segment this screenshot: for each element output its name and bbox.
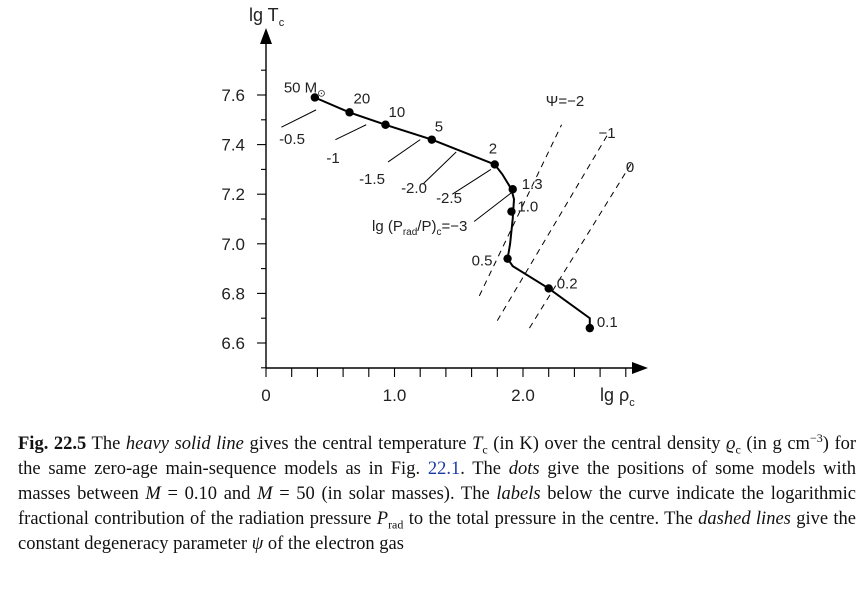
y-tick-label: 7.6 bbox=[221, 86, 245, 105]
mass-point-dot bbox=[585, 323, 595, 333]
radiation-pressure-tick-line bbox=[452, 168, 492, 195]
caption-symbol: ϱ bbox=[726, 434, 736, 454]
caption-emph: dots bbox=[508, 459, 540, 479]
caption-text: = 0.10 and bbox=[160, 484, 258, 504]
x-tick-label: 1.0 bbox=[383, 386, 407, 405]
mass-point-dot bbox=[345, 108, 354, 117]
caption-text: to the total pressure in the centre. The bbox=[403, 509, 699, 529]
ticks: 6.6 6.8 7.0 7.2 7.4 7.6 0 1.0 2.0 bbox=[221, 69, 627, 405]
figure-caption: Fig. 22.5 The heavy solid line gives the… bbox=[18, 432, 856, 557]
mass-point-dot bbox=[508, 185, 517, 194]
caption-emph: heavy solid line bbox=[125, 434, 244, 454]
x-axis-label: lg ρc bbox=[600, 385, 635, 409]
mass-point-dot bbox=[427, 135, 436, 144]
caption-sub: rad bbox=[388, 517, 404, 532]
mass-point-label: 20 bbox=[354, 90, 371, 107]
mass-point-dot bbox=[490, 160, 499, 169]
caption-text: give the positions of some models with m… bbox=[18, 459, 856, 504]
caption-symbol: T bbox=[472, 434, 483, 454]
mass-point-dot bbox=[310, 93, 320, 102]
degeneracy-label: Ψ=−2 bbox=[546, 93, 584, 110]
mass-point-label: 1.3 bbox=[522, 176, 543, 193]
caption-text: gives the central temperature bbox=[243, 434, 473, 454]
caption-symbol: M bbox=[145, 484, 161, 504]
caption-text: of the electron gas bbox=[263, 534, 404, 554]
caption-emph: dashed lines bbox=[698, 509, 791, 529]
caption-text: The bbox=[91, 434, 126, 454]
caption-sub: c bbox=[482, 442, 488, 457]
radiation-pressure-key-label: lg (Prad/P)c=−3 bbox=[372, 218, 467, 238]
mass-point-label: 5 bbox=[435, 119, 443, 136]
y-tick-label: 7.4 bbox=[221, 136, 245, 155]
y-tick-label: 6.8 bbox=[221, 284, 245, 303]
radiation-pressure-tick-line bbox=[422, 151, 457, 185]
mass-point-label: 2 bbox=[489, 140, 497, 157]
caption-symbol: M bbox=[257, 484, 273, 504]
mass-points: 50 M⊙ 20 10 5 2 1.3 1.0 0.5 0.2 0.1 bbox=[284, 79, 618, 333]
radiation-pressure-tick-line bbox=[473, 191, 514, 222]
mass-point-label: 1.0 bbox=[517, 199, 538, 216]
caption-text: (in g cm bbox=[740, 434, 810, 454]
caption-fig-label: Fig. 22.5 bbox=[18, 434, 87, 454]
axes: lg Tc lg ρc bbox=[249, 5, 648, 409]
caption-emph: labels bbox=[496, 484, 541, 504]
y-axis-label: lg Tc bbox=[249, 5, 285, 29]
main-curve-group bbox=[314, 96, 591, 329]
mass-point-label: 0.5 bbox=[472, 253, 493, 270]
caption-symbol: P bbox=[376, 509, 389, 529]
caption-text: below the curve indicate the logarithmic… bbox=[18, 484, 856, 529]
y-tick-label: 7.0 bbox=[221, 235, 245, 254]
mass-point-dot bbox=[381, 120, 390, 129]
degeneracy-line bbox=[528, 161, 633, 329]
mass-point-dot bbox=[544, 284, 553, 293]
chart: lg Tc lg ρc 6.6 6.8 7.0 7.2 7.4 7.6 0 1.0 2.0 Ψ=−… bbox=[221, 5, 648, 409]
y-tick-label: 7.2 bbox=[221, 185, 245, 204]
caption-text: give the constant degeneracy parameter bbox=[18, 509, 857, 554]
caption-text: . The bbox=[460, 459, 509, 479]
degeneracy-label: −1 bbox=[598, 125, 615, 142]
mass-point-label: 0.2 bbox=[557, 275, 578, 292]
radiation-pressure-label: -2.5 bbox=[436, 190, 462, 207]
y-axis-arrow bbox=[260, 28, 272, 44]
caption-text: (in K) over the central density bbox=[487, 434, 727, 454]
caption-sub: c bbox=[735, 442, 741, 457]
radiation-pressure-label: -0.5 bbox=[279, 131, 305, 148]
central-temperature-curve bbox=[314, 96, 591, 329]
figure-reference-link[interactable]: 22.1 bbox=[427, 459, 461, 479]
radiation-pressure-label: -1.5 bbox=[359, 171, 385, 188]
degeneracy-line bbox=[496, 131, 610, 321]
x-tick-label: 2.0 bbox=[511, 386, 535, 405]
degeneracy-lines: Ψ=−2 −1 0 bbox=[478, 93, 634, 329]
x-tick-label: 0 bbox=[261, 386, 270, 405]
mass-point-dot bbox=[503, 254, 512, 263]
caption-text: ) for the same zero-age main-sequence mo… bbox=[18, 434, 857, 479]
y-tick-label: 6.6 bbox=[221, 334, 245, 353]
radiation-pressure-label: -1 bbox=[326, 150, 339, 167]
radiation-pressure-tick-line bbox=[335, 124, 367, 141]
x-axis-arrow bbox=[632, 362, 648, 374]
mass-point-label: 50 M⊙ bbox=[284, 79, 326, 99]
caption-text: = 50 (in solar masses). The bbox=[272, 484, 497, 504]
degeneracy-label: 0 bbox=[626, 159, 634, 176]
radiation-pressure-tick-line bbox=[387, 139, 421, 163]
mass-point-label: 10 bbox=[389, 104, 406, 121]
radiation-pressure-tick-line bbox=[281, 109, 317, 128]
degeneracy-line bbox=[478, 124, 563, 297]
mass-point-label: 0.1 bbox=[597, 314, 618, 331]
caption-symbol: ψ bbox=[251, 534, 264, 554]
mass-point-dot bbox=[507, 207, 516, 216]
caption-sup: −3 bbox=[809, 430, 823, 445]
radiation-pressure-label: -2.0 bbox=[401, 180, 427, 197]
radiation-pressure-labels: -0.5 -1 -1.5 -2.0 -2.5 lg (Prad/P)c=−3 bbox=[279, 109, 514, 238]
